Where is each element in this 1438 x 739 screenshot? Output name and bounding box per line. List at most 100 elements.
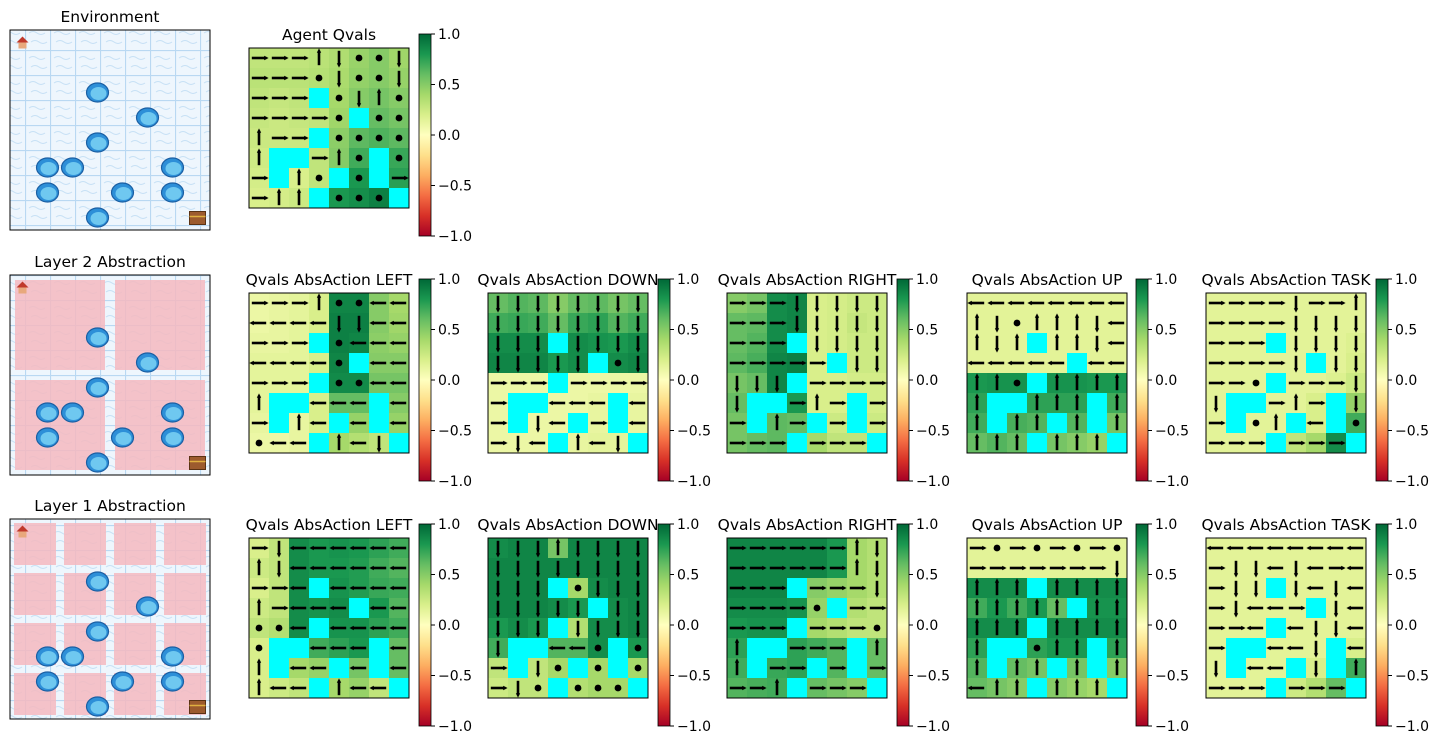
hole-water — [90, 332, 107, 345]
action-arrow — [829, 440, 847, 446]
colorbar-tick-label: 1.0 — [677, 272, 699, 288]
action-arrow — [1253, 560, 1259, 578]
action-arrow — [769, 360, 787, 366]
action-arrow — [490, 400, 508, 406]
arrow-head — [284, 135, 289, 141]
arrow-head — [304, 55, 309, 61]
arrow-head — [1346, 645, 1351, 651]
action-arrow — [291, 135, 309, 141]
action-arrow — [1228, 360, 1246, 366]
action-arrow — [1208, 420, 1226, 426]
axes-frame — [1205, 292, 1367, 454]
action-arrow — [389, 605, 407, 611]
arrow-head — [1313, 673, 1319, 678]
stay-dot — [395, 134, 403, 142]
arrow-head — [336, 328, 342, 333]
arrow-head — [316, 48, 322, 53]
action-arrow — [349, 645, 367, 651]
arrow-head — [974, 393, 980, 398]
action-arrow — [1248, 300, 1266, 306]
action-arrow — [1206, 545, 1224, 551]
arrow-head — [615, 633, 621, 638]
action-arrow — [1107, 300, 1125, 306]
arrow-head — [304, 300, 309, 306]
action-arrow — [1306, 565, 1324, 571]
wall-cell — [987, 413, 1008, 434]
wall-cell — [269, 148, 290, 169]
action-arrow — [1029, 565, 1047, 571]
action-arrow — [849, 605, 867, 611]
action-arrow — [809, 565, 827, 571]
action-arrow — [1293, 315, 1299, 333]
stay-dot — [335, 299, 343, 307]
hole-water — [165, 651, 182, 664]
arrow-head — [1246, 625, 1251, 631]
arrow-head — [1346, 585, 1351, 591]
wall-cell — [747, 413, 768, 434]
action-arrow — [251, 300, 269, 306]
arrow-head — [1102, 545, 1107, 551]
action-arrow — [729, 320, 747, 326]
arrow-head — [309, 545, 314, 551]
abstraction-block — [115, 280, 205, 370]
colorbar-tick-label: 1.0 — [1395, 517, 1417, 533]
arrow-head — [575, 348, 581, 353]
abstraction-block — [164, 523, 206, 565]
arrow-head — [822, 565, 827, 571]
arrow-head — [802, 420, 807, 426]
arrow-head — [249, 360, 254, 366]
arrow-head — [1074, 313, 1080, 318]
arrow-head — [389, 565, 394, 571]
axes-frame — [248, 47, 410, 209]
action-arrow — [829, 400, 847, 406]
hole-water — [40, 676, 57, 689]
arrow-head — [256, 393, 262, 398]
arrow-head — [802, 400, 807, 406]
action-arrow — [1114, 373, 1120, 391]
arrow-head — [794, 328, 800, 333]
arrow-head — [882, 605, 887, 611]
arrow-head — [754, 388, 760, 393]
colorbar-gradient — [1375, 278, 1389, 482]
action-arrow — [774, 678, 780, 696]
stay-dot — [355, 54, 363, 62]
wall-cell — [309, 373, 330, 394]
frozen-hole-icon — [35, 157, 60, 178]
arrow-head — [603, 380, 608, 386]
arrow-head — [862, 605, 867, 611]
action-arrow — [749, 605, 767, 611]
arrow-head — [595, 573, 601, 578]
action-arrow — [1094, 578, 1100, 596]
wall-cell — [787, 678, 808, 699]
arrow-head — [1114, 373, 1120, 378]
action-arrow — [389, 400, 407, 406]
arrow-head — [1074, 373, 1080, 378]
action-arrow — [515, 335, 521, 353]
action-arrow — [336, 433, 342, 451]
action-arrow — [809, 545, 827, 551]
action-arrow — [316, 293, 322, 311]
action-arrow — [630, 380, 648, 386]
arrow-head — [535, 308, 541, 313]
frozen-hole-icon — [85, 571, 110, 592]
action-arrow — [249, 360, 267, 366]
arrow-head — [1074, 413, 1080, 418]
action-arrow — [1034, 393, 1040, 411]
stay-dot — [1033, 644, 1041, 652]
action-arrow — [1308, 380, 1326, 386]
arrow-head — [842, 545, 847, 551]
arrow-head — [389, 360, 394, 366]
axes-frame — [487, 292, 649, 454]
arrow-head — [555, 613, 561, 618]
action-arrow — [291, 95, 309, 101]
action-arrow — [369, 625, 387, 631]
colorbar: 1.0 0.5 0.0 −0.5 −1.0 — [418, 272, 472, 490]
action-arrow — [1094, 618, 1100, 636]
hole-water — [140, 112, 157, 125]
house-icon — [16, 281, 29, 294]
arrow-head — [742, 685, 747, 691]
action-arrow — [789, 400, 807, 406]
wall-cell — [1027, 618, 1048, 639]
action-arrow — [1268, 300, 1286, 306]
action-arrow — [249, 320, 267, 326]
